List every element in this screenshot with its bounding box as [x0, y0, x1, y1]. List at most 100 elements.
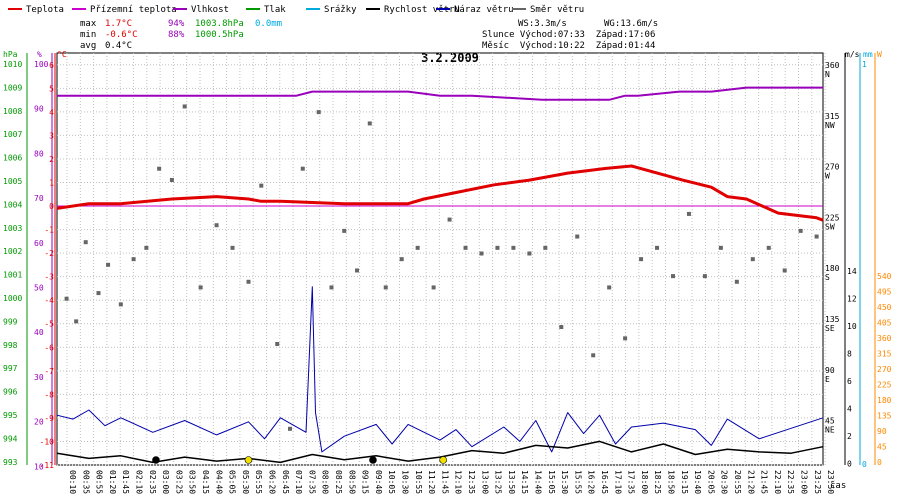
x-tick: 15:30 [560, 470, 569, 494]
x-tick: 13:00 [480, 470, 489, 494]
x-tick: 14:40 [534, 470, 543, 494]
night-marker [152, 456, 160, 464]
x-tick: 06:45 [281, 470, 290, 494]
x-tick: 22:10 [773, 470, 782, 494]
radiation-tick: 315 [877, 350, 892, 359]
humidity-tick: 50 [34, 284, 44, 293]
wind-direction-point [591, 353, 596, 358]
wind-direction-point [118, 302, 123, 307]
wind-direction-point [527, 251, 532, 256]
stat-min-temp: -0.6°C [105, 30, 138, 40]
humidity-tick: 10 [34, 462, 44, 471]
temperature-tick: -2 [44, 249, 54, 258]
direction-name: S [825, 273, 830, 282]
wind-gust-line [56, 286, 824, 453]
x-tick: 03:25 [174, 470, 183, 494]
x-tick: 05:30 [241, 470, 250, 494]
x-tick: 02:35 [148, 470, 157, 494]
wind-direction-point [275, 341, 280, 346]
wind-direction-point [316, 110, 321, 115]
direction-tick: 315 [825, 112, 840, 121]
wind-direction-point [342, 228, 347, 233]
direction-name: NE [825, 426, 835, 435]
wind-direction-point [718, 245, 723, 250]
wind-direction-point [814, 234, 819, 239]
x-tick: 07:35 [307, 470, 316, 494]
x-tick: 16:45 [600, 470, 609, 494]
x-tick: 15:55 [573, 470, 582, 494]
pressure-axis-label: hPa [3, 50, 18, 59]
temperature-tick: -8 [44, 390, 54, 399]
rain-axis-label: mm [863, 50, 873, 59]
direction-name: SW [825, 222, 835, 231]
wind-direction-point [543, 245, 548, 250]
legend-label: Rychlost větru [384, 5, 460, 15]
wind-direction-point [230, 245, 235, 250]
radiation-tick: 495 [877, 288, 892, 297]
chart-title: 3.2.2009 [421, 51, 479, 65]
temperature-tick: -10 [40, 437, 55, 446]
direction-name: W [825, 172, 830, 181]
temperature-tick: 4 [49, 108, 54, 117]
x-tick: 00:10 [68, 470, 77, 494]
x-tick: 03:50 [188, 470, 197, 494]
x-tick: 18:50 [667, 470, 676, 494]
x-tick: 21:45 [760, 470, 769, 494]
pressure-tick: 999 [3, 317, 18, 326]
wind-direction-point [106, 262, 111, 267]
x-tick: 10:55 [414, 470, 423, 494]
wind-gust-info: WG:13.6m/s [604, 19, 658, 29]
humidity-tick: 30 [34, 373, 44, 382]
wind-direction-point [479, 251, 484, 256]
stat-min-label: min [80, 30, 96, 40]
x-tick: 11:45 [440, 470, 449, 494]
wind-direction-point [655, 245, 660, 250]
x-tick: 21:20 [746, 470, 755, 494]
temperature-tick: 6 [49, 61, 54, 70]
stat-min-hum: 88% [168, 30, 185, 40]
moon-marker [439, 456, 447, 464]
x-tick: 05:55 [254, 470, 263, 494]
x-tick: 12:10 [454, 470, 463, 494]
humidity-tick: 40 [34, 328, 44, 337]
x-tick: 20:55 [733, 470, 742, 494]
x-tick: 23:00 [800, 470, 809, 494]
stat-min-press: 1000.5hPa [195, 30, 244, 40]
temperature-tick: -3 [44, 273, 54, 282]
radiation-tick: 360 [877, 334, 892, 343]
pressure-tick: 993 [3, 458, 18, 467]
stats-panel: max 1.7°C 94% 1003.8hPa 0.0mm min -0.6°C… [80, 19, 282, 51]
wind-direction-point [447, 217, 452, 222]
wind-direction-point [623, 336, 628, 341]
x-tick: 05:05 [228, 470, 237, 494]
pressure-tick: 997 [3, 364, 18, 373]
wind-direction-point [131, 257, 136, 262]
humidity-tick: 70 [34, 194, 44, 203]
wind-direction-point [64, 296, 69, 301]
pressure-tick: 1004 [3, 200, 22, 209]
stat-max-press: 1003.8hPa [195, 19, 244, 29]
radiation-axis-label: W [877, 50, 882, 59]
stat-max-rain: 0.0mm [255, 19, 282, 29]
wind-direction-point [74, 319, 79, 324]
wind-direction-point [214, 223, 219, 228]
wind-direction-point [246, 279, 251, 284]
wind-direction-point [734, 279, 739, 284]
direction-name: N [825, 70, 830, 79]
wind-direction-point [415, 245, 420, 250]
wind-direction-point [463, 245, 468, 250]
temperature-tick: -5 [44, 320, 54, 329]
wind-direction-point [198, 285, 203, 290]
humidity-tick: 90 [34, 105, 44, 114]
stat-max-hum: 94% [168, 19, 185, 29]
pressure-tick: 1010 [3, 60, 22, 69]
wind-direction-point [300, 166, 305, 171]
wind-direction-point [399, 257, 404, 262]
wind-direction-point [559, 325, 564, 330]
temperature-tick: 2 [49, 155, 54, 164]
wind-direction-point [157, 166, 162, 171]
wind-direction-point [607, 285, 612, 290]
wind-direction-point [750, 257, 755, 262]
humidity-tick: 80 [34, 149, 44, 158]
stat-avg-label: avg [80, 41, 96, 51]
